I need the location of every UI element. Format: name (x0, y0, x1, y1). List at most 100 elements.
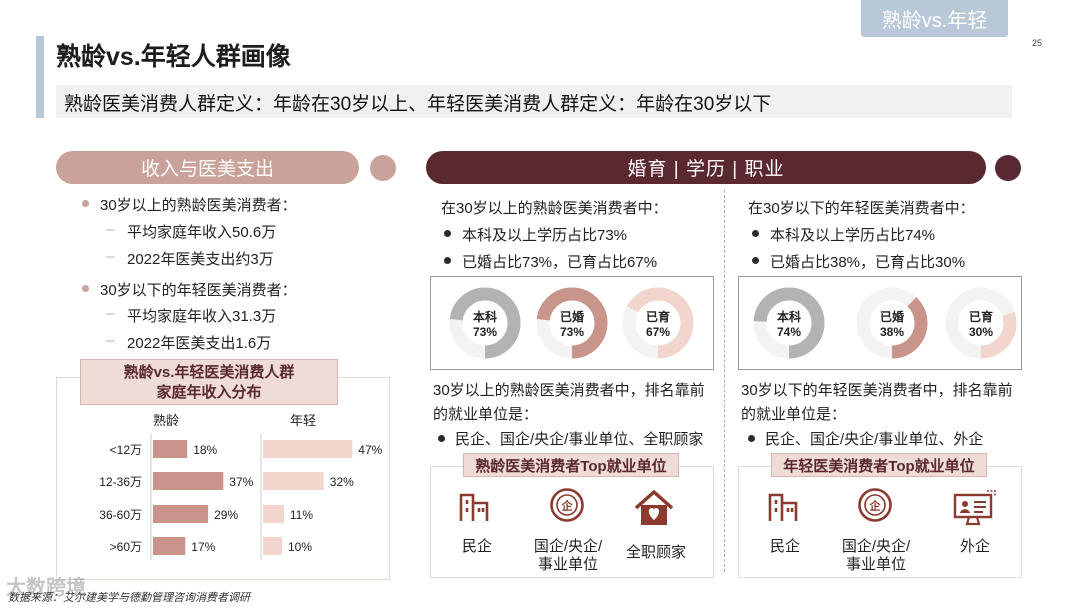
donut-label: 本科 (777, 309, 801, 324)
bar (263, 440, 353, 458)
income-section-header: 收入与医美支出 (56, 151, 359, 184)
donut-arc (536, 287, 608, 359)
donut-value: 74% (777, 325, 801, 339)
data-label: 29% (214, 508, 238, 522)
icon-label: 事业单位 (845, 556, 906, 573)
category-label: <12万 (110, 443, 142, 457)
page-title: 熟龄vs.年轻人群画像 (56, 43, 291, 71)
svg-text:企: 企 (869, 499, 882, 513)
mature-employment-title: 熟龄医美消费者Top就业单位 (463, 453, 679, 477)
bar (153, 505, 209, 523)
data-label: 18% (193, 443, 217, 457)
icon-label: 国企/央企/ (841, 538, 911, 555)
bar (153, 472, 224, 490)
category-label: 12-36万 (99, 475, 142, 489)
dash-marker: – (106, 305, 115, 322)
state-enterprise-icon: 企 (550, 488, 584, 522)
chart-title: 熟龄vs.年轻医美消费人群 家庭年收入分布 (80, 359, 338, 405)
section-tab[interactable]: 熟龄vs.年轻 (861, 0, 1008, 37)
donut-arc (753, 287, 825, 359)
watermark: 大数跨境 (6, 577, 86, 599)
list-item: 平均家庭年收入50.6万 (127, 224, 277, 241)
donut-label: 已婚 (880, 309, 904, 324)
series-label: 年轻 (290, 413, 316, 428)
mature-intro: 在30岁以上的熟龄医美消费者中： (441, 200, 668, 217)
young-employment-intro: 的就业单位是： (741, 406, 847, 423)
mature-bullet: 本科及以上学历占比73% (462, 227, 628, 244)
title-accent-bar (36, 36, 44, 118)
bullet-dot (444, 257, 451, 264)
mature-employment-intro: 的就业单位是： (433, 406, 539, 423)
home-heart-icon (634, 490, 674, 525)
donut-arc (449, 287, 521, 359)
list-item: 2022年医美支出约3万 (127, 251, 274, 268)
icon-label: 民企 (461, 538, 492, 555)
young-donut-frame (738, 276, 1022, 370)
data-label: 10% (288, 540, 312, 554)
page-subtitle: 熟龄医美消费人群定义：年龄在30岁以上、年轻医美消费人群定义：年龄在30岁以下 (64, 94, 772, 115)
mature-bullet: 已婚占比73%，已育占比67% (462, 254, 658, 271)
donut-arc (622, 287, 694, 359)
monitor-icon (953, 490, 996, 526)
dash-marker: – (106, 221, 115, 238)
list-item: 平均家庭年收入31.3万 (127, 308, 277, 325)
data-label: 32% (330, 475, 354, 489)
donut-value: 73% (560, 325, 584, 339)
mature-employment-intro: 30岁以上的熟龄医美消费者中，排名靠前 (433, 382, 705, 399)
bar (263, 472, 324, 490)
young-employment-title: 年轻医美消费者Top就业单位 (771, 453, 987, 477)
mature-employment-bullet: 民企、国企/央企/事业单位、全职顾家 (455, 431, 704, 448)
group-label: 30岁以上的熟龄医美消费者： (100, 197, 297, 214)
donut-value: 73% (473, 325, 497, 339)
bar (263, 537, 282, 555)
data-label: 47% (358, 443, 382, 457)
donut-label: 已婚 (560, 309, 584, 324)
chart-title-line: 家庭年收入分布 (156, 384, 262, 401)
building-icon (768, 493, 798, 521)
young-intro: 在30岁以下的年轻医美消费者中： (748, 200, 975, 217)
category-label: 36-60万 (99, 508, 142, 522)
icon-label: 全职顾家 (625, 544, 686, 561)
young-bullet: 本科及以上学历占比74% (770, 227, 936, 244)
chart-title-line: 熟龄vs.年轻医美消费人群 (123, 364, 295, 381)
bullet-dot (438, 435, 445, 442)
icon-label: 国企/央企/ (533, 538, 603, 555)
building-icon (459, 493, 489, 521)
donut-value: 67% (646, 325, 670, 339)
data-label: 17% (191, 540, 215, 554)
series-label: 熟龄 (153, 413, 179, 428)
bar (263, 505, 284, 523)
icon-label: 外企 (959, 538, 990, 555)
bar (153, 537, 186, 555)
header-dot-decoration (370, 155, 396, 181)
data-label: 11% (290, 508, 313, 522)
donut-arc (945, 287, 1017, 359)
icon-label: 事业单位 (537, 556, 598, 573)
bullet-dot (82, 285, 89, 292)
bullet-dot (748, 435, 755, 442)
bar (153, 440, 188, 458)
bullet-dot (752, 257, 759, 264)
donut-label: 本科 (473, 309, 497, 324)
group-label: 30岁以下的年轻医美消费者： (100, 282, 297, 299)
list-item: 2022年医美支出1.6万 (127, 335, 272, 352)
state-enterprise-icon: 企 (858, 488, 892, 522)
mature-donut-frame (430, 276, 714, 370)
demographics-section-header: 婚育 | 学历 | 职业 (426, 151, 986, 184)
page-number: 25 (1032, 38, 1043, 48)
dash-marker: – (106, 332, 115, 349)
dash-marker: – (106, 248, 115, 265)
header-dot-decoration (995, 155, 1021, 181)
donut-value: 30% (969, 325, 993, 339)
bullet-dot (752, 230, 759, 237)
subtitle-band (56, 85, 1012, 118)
young-bullet: 已婚占比38%，已育占比30% (770, 254, 966, 271)
column-divider (724, 190, 725, 572)
income-distribution-chart: 熟龄 年轻 <12万 12-36万 36-60万 >60万 18% 37% 29% 17% 47% 3… (99, 413, 383, 560)
data-source: 数据来源：艾尔建美学与德勤管理咨询消费者调研 (8, 592, 250, 604)
bullet-dot (444, 230, 451, 237)
young-employment-bullet: 民企、国企/央企/事业单位、外企 (765, 431, 984, 448)
donut-arc (856, 287, 928, 359)
